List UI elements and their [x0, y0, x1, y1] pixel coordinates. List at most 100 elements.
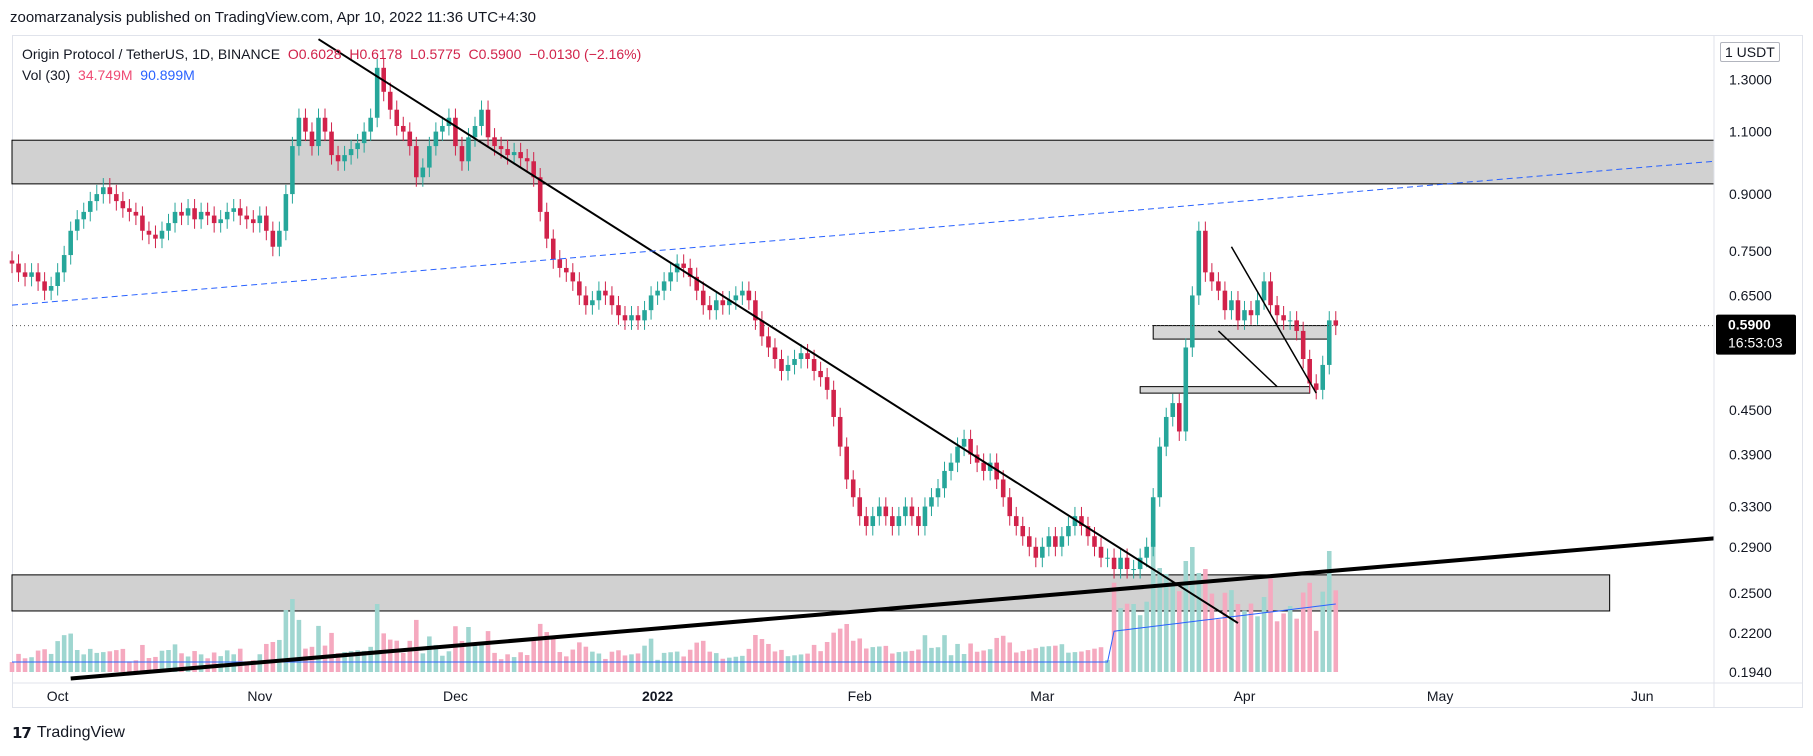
- candle-body[interactable]: [107, 187, 113, 195]
- candle-body[interactable]: [348, 149, 354, 156]
- candle-body[interactable]: [811, 359, 817, 371]
- candle-body[interactable]: [472, 125, 478, 138]
- candle-body[interactable]: [309, 131, 315, 147]
- candle-body[interactable]: [114, 194, 119, 202]
- candle-body[interactable]: [237, 208, 243, 216]
- candle-body[interactable]: [329, 131, 334, 156]
- candle-body[interactable]: [583, 295, 589, 306]
- candle-body[interactable]: [824, 377, 830, 390]
- candle-body[interactable]: [968, 438, 973, 455]
- candle-body[interactable]: [179, 211, 184, 216]
- candle-body[interactable]: [433, 131, 439, 147]
- candle-body[interactable]: [1176, 403, 1182, 432]
- candle-body[interactable]: [68, 230, 73, 256]
- candle-body[interactable]: [127, 208, 132, 212]
- candle-body[interactable]: [16, 263, 21, 273]
- candle-body[interactable]: [1242, 310, 1247, 321]
- candle-body[interactable]: [792, 359, 797, 365]
- candle-body[interactable]: [1183, 347, 1189, 432]
- candle-body[interactable]: [570, 272, 576, 282]
- candle-body[interactable]: [557, 259, 563, 268]
- candle-body[interactable]: [159, 230, 165, 239]
- candle-body[interactable]: [1111, 557, 1117, 570]
- candle-body[interactable]: [505, 149, 510, 156]
- candle-body[interactable]: [1203, 230, 1208, 273]
- candle-body[interactable]: [1216, 281, 1221, 291]
- candle-body[interactable]: [805, 353, 810, 360]
- candle-body[interactable]: [981, 462, 986, 471]
- candle-body[interactable]: [81, 211, 87, 220]
- candle-body[interactable]: [1222, 290, 1228, 311]
- candle-body[interactable]: [74, 219, 80, 231]
- candle-body[interactable]: [1105, 557, 1110, 559]
- candle-body[interactable]: [929, 497, 934, 507]
- candle-body[interactable]: [296, 117, 302, 147]
- candle-body[interactable]: [700, 290, 706, 306]
- candle-body[interactable]: [1000, 479, 1006, 498]
- candle-body[interactable]: [316, 117, 321, 147]
- candle-body[interactable]: [140, 215, 145, 231]
- candle-body[interactable]: [1255, 300, 1260, 316]
- candle-body[interactable]: [1137, 557, 1143, 570]
- candle-body[interactable]: [277, 230, 282, 247]
- candle-body[interactable]: [335, 155, 341, 162]
- candle-body[interactable]: [759, 320, 765, 337]
- candle-body[interactable]: [224, 211, 230, 220]
- candle-body[interactable]: [1046, 536, 1052, 547]
- candle-body[interactable]: [1170, 403, 1176, 417]
- legend-vol-label[interactable]: Vol (30): [22, 67, 71, 83]
- candle-body[interactable]: [850, 479, 856, 498]
- candle-body[interactable]: [120, 201, 126, 209]
- candle-body[interactable]: [1274, 305, 1280, 316]
- candle-body[interactable]: [61, 255, 67, 273]
- candle-body[interactable]: [427, 146, 432, 168]
- candle-body[interactable]: [270, 230, 276, 247]
- candle-body[interactable]: [544, 211, 550, 239]
- candle-body[interactable]: [1079, 516, 1084, 527]
- candle-body[interactable]: [166, 223, 171, 231]
- candle-body[interactable]: [877, 506, 882, 517]
- candle-body[interactable]: [192, 208, 197, 220]
- candle-body[interactable]: [1150, 497, 1156, 547]
- candle-body[interactable]: [896, 516, 902, 527]
- candle-body[interactable]: [42, 281, 47, 291]
- candle-body[interactable]: [831, 389, 836, 417]
- candle-body[interactable]: [1007, 497, 1013, 517]
- candle-body[interactable]: [1300, 330, 1306, 360]
- candle-body[interactable]: [485, 109, 491, 138]
- candle-body[interactable]: [1190, 295, 1195, 348]
- candle-body[interactable]: [1157, 446, 1162, 498]
- candle-body[interactable]: [609, 295, 615, 306]
- candle-body[interactable]: [303, 117, 308, 132]
- candle-body[interactable]: [244, 215, 250, 220]
- candle-body[interactable]: [642, 310, 647, 321]
- candle-body[interactable]: [531, 161, 536, 178]
- candle-body[interactable]: [1281, 315, 1286, 321]
- candle-body[interactable]: [133, 211, 139, 216]
- candle-body[interactable]: [414, 146, 419, 178]
- candle-body[interactable]: [779, 359, 784, 371]
- candle-body[interactable]: [818, 370, 823, 378]
- candle-body[interactable]: [785, 364, 791, 371]
- candle-body[interactable]: [1098, 546, 1104, 558]
- candle-body[interactable]: [250, 219, 256, 224]
- candle-body[interactable]: [857, 497, 863, 517]
- candle-body[interactable]: [720, 300, 726, 306]
- candle-body[interactable]: [1307, 359, 1312, 384]
- candle-body[interactable]: [29, 272, 34, 277]
- candle-body[interactable]: [394, 109, 400, 126]
- candle-body[interactable]: [961, 438, 967, 447]
- candle-body[interactable]: [453, 117, 458, 147]
- candle-body[interactable]: [407, 131, 413, 147]
- candle-body[interactable]: [909, 506, 915, 517]
- candle-body[interactable]: [1229, 300, 1234, 311]
- candle-body[interactable]: [955, 446, 960, 463]
- candle-body[interactable]: [511, 152, 517, 156]
- candle-body[interactable]: [948, 462, 954, 471]
- candle-body[interactable]: [1027, 536, 1032, 547]
- candle-body[interactable]: [1059, 536, 1065, 547]
- candle-body[interactable]: [590, 300, 595, 306]
- candle-body[interactable]: [205, 211, 210, 216]
- trend-line-0[interactable]: [317, 38, 1239, 624]
- candle-body[interactable]: [596, 290, 602, 301]
